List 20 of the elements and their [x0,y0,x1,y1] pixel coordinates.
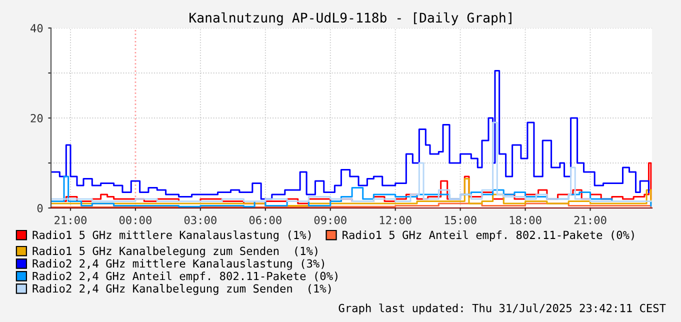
chart-title: Kanalnutzung AP-UdL9-118b - [Daily Graph] [190,12,512,26]
y-tick-label: 20 [30,114,43,122]
legend-label: Radio2 2,4 GHz mittlere Kanalauslastung (3%) [32,259,324,270]
legend-label: Radio1 5 GHz mittlere Kanalauslastung (1%) [32,230,311,242]
x-tick-label: 18:00 [510,216,542,224]
x-tick-label: 21:00 [574,216,606,224]
legend-label: Radio2 2,4 GHz Anteil empf. 802.11-Pakete (0%) [32,272,338,282]
x-tick-label: 03:00 [184,216,216,224]
x-tick-label: 21:00 [54,216,86,224]
x-tick-label: 12:00 [380,216,412,224]
legend-label: Radio2 2,4 GHz Kanalbelegung zum Senden (1%) [32,284,331,295]
legend-label: Radio1 5 GHz Kanalbelegung zum Senden (1%) [32,246,318,258]
legend-label: Radio1 5 GHz Anteil empf. 802.11-Pakete (0%) [342,230,634,242]
y-tick-label: 0 [37,204,43,212]
y-tick-label: 40 [30,24,43,32]
text: Graph last updated: Thu 31/Jul/2025 23:42:11 CEST [338,304,666,314]
x-tick-label: 06:00 [249,216,282,224]
x-tick-label: 00:00 [119,216,152,224]
x-tick-label: 09:00 [314,216,346,224]
x-tick-label: 15:00 [444,216,476,224]
